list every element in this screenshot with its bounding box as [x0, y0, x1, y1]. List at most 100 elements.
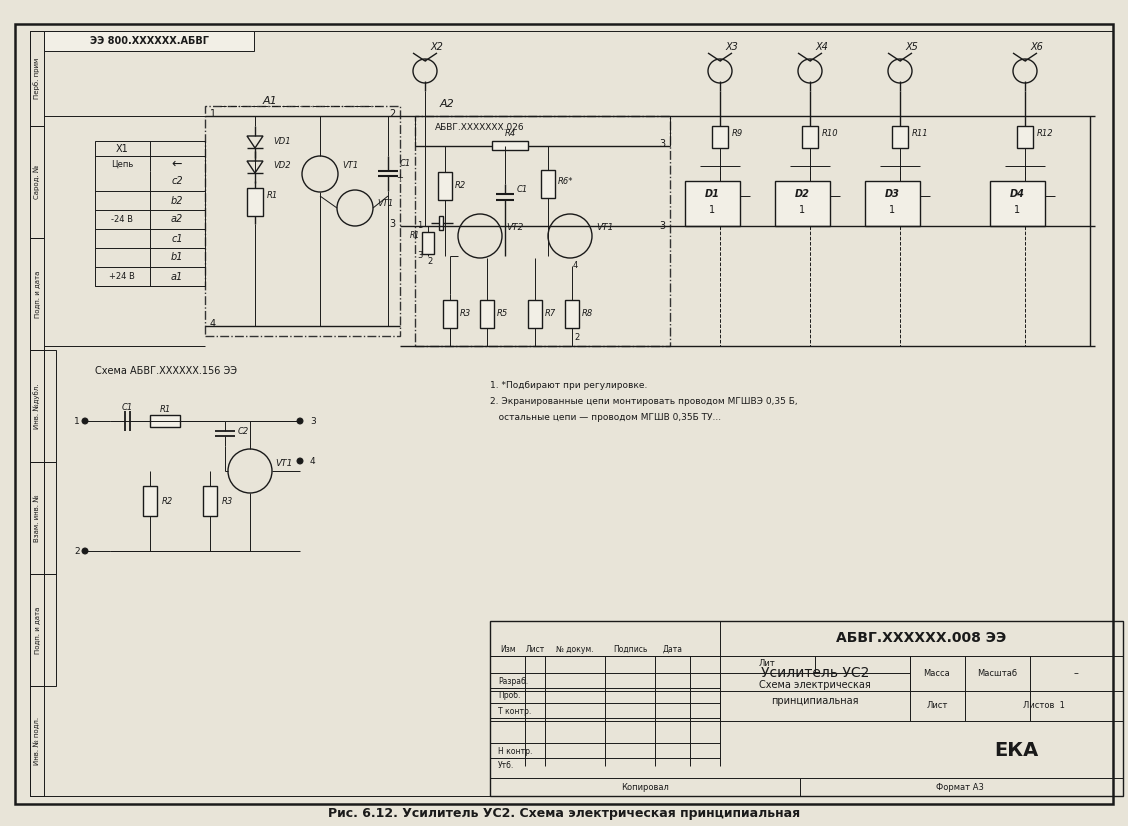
- Text: ЭЭ 800.XXXXXX.АБВГ: ЭЭ 800.XXXXXX.АБВГ: [89, 36, 209, 46]
- Text: Схема электрическая: Схема электрическая: [759, 680, 871, 690]
- Text: Схема АБВГ.XXXXXX.156 ЭЭ: Схема АБВГ.XXXXXX.156 ЭЭ: [95, 366, 237, 376]
- Text: 1: 1: [417, 221, 423, 230]
- Text: R3: R3: [222, 496, 233, 506]
- Text: D2: D2: [794, 189, 810, 199]
- Text: 4: 4: [572, 262, 578, 270]
- Text: R1: R1: [159, 405, 170, 414]
- Text: -24 В: -24 В: [111, 215, 133, 224]
- Text: +: +: [396, 173, 403, 183]
- Text: 2: 2: [428, 257, 433, 265]
- Text: 1: 1: [1014, 205, 1020, 215]
- Text: ЕКА: ЕКА: [994, 742, 1038, 761]
- Text: 1: 1: [889, 205, 895, 215]
- Bar: [1017, 126, 1033, 148]
- Text: остальные цепи — проводом МГШВ 0,35Б ТУ...: остальные цепи — проводом МГШВ 0,35Б ТУ.…: [490, 414, 721, 423]
- Circle shape: [297, 418, 303, 424]
- Bar: [44, 574, 56, 686]
- Text: b1: b1: [170, 253, 183, 263]
- Text: Подп. и дата: Подп. и дата: [34, 270, 39, 318]
- Bar: [422, 232, 434, 254]
- Text: +24 В: +24 В: [109, 272, 135, 281]
- Bar: [44, 462, 56, 574]
- Text: X6: X6: [1030, 42, 1043, 52]
- Text: VT2: VT2: [506, 224, 523, 232]
- Text: X4: X4: [816, 42, 828, 52]
- Bar: [481, 300, 494, 328]
- Text: Формат А3: Формат А3: [936, 782, 984, 791]
- Text: A1: A1: [263, 96, 277, 106]
- Text: VT1: VT1: [275, 458, 292, 468]
- Bar: [150, 415, 180, 427]
- Text: Цепь: Цепь: [111, 159, 133, 169]
- Bar: [44, 350, 56, 462]
- Text: VD1: VD1: [273, 136, 291, 145]
- Text: c1: c1: [171, 234, 183, 244]
- Text: D4: D4: [1010, 189, 1024, 199]
- Text: 3: 3: [659, 221, 666, 231]
- Bar: [30, 462, 44, 574]
- Text: Лит: Лит: [759, 659, 775, 668]
- Bar: [44, 31, 254, 51]
- Bar: [415, 116, 670, 346]
- Text: Масса: Масса: [924, 668, 951, 677]
- Text: 1: 1: [74, 416, 80, 425]
- Text: VT1: VT1: [342, 162, 359, 170]
- Text: 1: 1: [210, 109, 217, 119]
- Text: R10: R10: [822, 130, 838, 139]
- Text: –: –: [1074, 668, 1078, 678]
- Text: Усилитель УС2: Усилитель УС2: [760, 666, 870, 680]
- Text: X2: X2: [430, 42, 443, 52]
- Bar: [30, 238, 44, 350]
- Text: D1: D1: [705, 189, 720, 199]
- Bar: [492, 141, 528, 150]
- Text: a1: a1: [170, 272, 183, 282]
- Circle shape: [297, 458, 303, 464]
- Text: C1: C1: [122, 402, 133, 411]
- Bar: [95, 141, 205, 286]
- Text: Рис. 6.12. Усилитель УС2. Схема электрическая принципиальная: Рис. 6.12. Усилитель УС2. Схема электрич…: [328, 808, 800, 820]
- Text: b2: b2: [170, 196, 183, 206]
- Text: Разраб.: Разраб.: [497, 676, 528, 686]
- Text: Изм: Изм: [500, 644, 515, 653]
- Circle shape: [82, 548, 88, 554]
- Bar: [892, 126, 908, 148]
- Text: 2. Экранированные цепи монтировать проводом МГШВЭ 0,35 Б,: 2. Экранированные цепи монтировать прово…: [490, 397, 797, 406]
- Text: 3: 3: [417, 251, 423, 260]
- Bar: [30, 126, 44, 238]
- Text: Проб.: Проб.: [497, 691, 520, 700]
- Text: R8: R8: [582, 310, 593, 319]
- Bar: [490, 621, 1123, 796]
- Text: R2: R2: [455, 182, 466, 191]
- Text: принципиальная: принципиальная: [772, 696, 858, 706]
- Text: X1: X1: [116, 144, 129, 154]
- Text: Масштаб: Масштаб: [977, 668, 1017, 677]
- Text: Взам. инв. №: Взам. инв. №: [34, 494, 39, 542]
- Bar: [30, 574, 44, 686]
- Text: ←: ←: [171, 158, 183, 170]
- Bar: [247, 188, 263, 216]
- Text: 4: 4: [310, 457, 316, 466]
- Text: Листов  1: Листов 1: [1023, 701, 1065, 710]
- Text: 1: 1: [708, 205, 715, 215]
- Text: Инв. № подл.: Инв. № подл.: [34, 717, 41, 765]
- Text: R1: R1: [267, 192, 279, 201]
- Bar: [203, 486, 217, 516]
- Text: Сарод. №: Сарод. №: [34, 165, 41, 199]
- Bar: [439, 216, 443, 230]
- Text: 1. *Подбирают при регулировке.: 1. *Подбирают при регулировке.: [490, 382, 647, 391]
- Text: a2: a2: [170, 215, 183, 225]
- Text: Лист: Лист: [526, 644, 545, 653]
- Text: X3: X3: [725, 42, 738, 52]
- Bar: [802, 126, 818, 148]
- Text: 2: 2: [74, 547, 80, 556]
- Text: Дата: Дата: [663, 644, 682, 653]
- Bar: [438, 172, 452, 200]
- Text: Копировал: Копировал: [622, 782, 669, 791]
- Text: C1: C1: [517, 184, 528, 193]
- Text: A2: A2: [440, 99, 455, 109]
- Bar: [528, 300, 541, 328]
- Text: VD2: VD2: [273, 162, 291, 170]
- Text: R3: R3: [460, 310, 472, 319]
- Text: R4: R4: [504, 130, 515, 139]
- Text: 1: 1: [799, 205, 805, 215]
